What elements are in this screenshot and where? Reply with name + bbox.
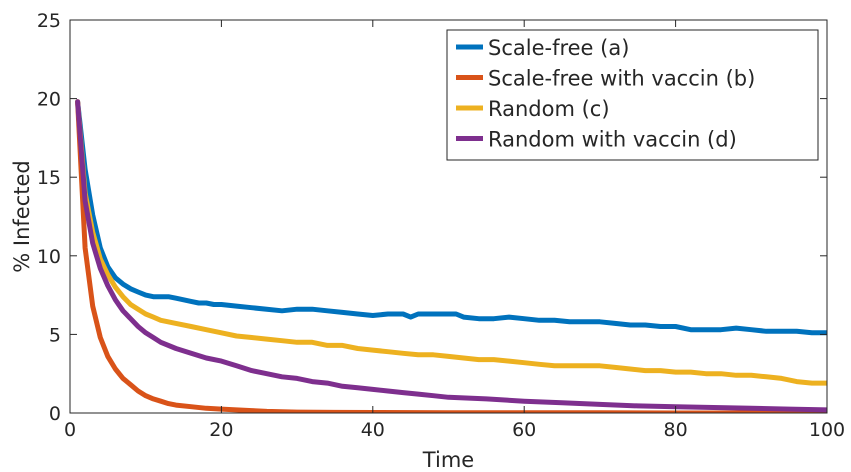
plot-frame: [69, 19, 828, 414]
y-tick-label: 5: [49, 324, 61, 346]
y-tick-label: 20: [37, 89, 61, 111]
y-axis-label: % Infected: [10, 160, 34, 272]
x-tick-label: 0: [64, 419, 76, 441]
legend-label-3: Random (c): [488, 97, 610, 121]
legend-box: [446, 29, 819, 161]
legend-label-2: Scale-free with vaccin (b): [488, 67, 755, 91]
legend-label-4: Random with vaccin (d): [488, 128, 737, 152]
axis-ticks: 0 20 40 60 80 100 0 5 10 15 20 25: [37, 10, 845, 441]
x-tick-label: 20: [209, 419, 233, 441]
x-axis-label: Time: [422, 448, 474, 472]
legend: Scale-free (a) Scale-free with vaccin (b)…: [446, 29, 819, 161]
y-tick-label: 0: [49, 403, 61, 425]
x-tick-label: 40: [361, 419, 385, 441]
series-line-1: [75, 99, 827, 336]
legend-label-1: Scale-free (a): [488, 36, 629, 60]
x-tick-label: 100: [809, 419, 845, 441]
x-tick-label: 60: [512, 419, 536, 441]
y-tick-label: 15: [37, 167, 61, 189]
x-tick-label: 80: [664, 419, 688, 441]
series-line-4: [75, 99, 827, 413]
y-tick-label: 25: [37, 10, 61, 32]
y-tick-label: 10: [37, 246, 61, 268]
series-line-3: [75, 99, 827, 386]
series-layer: [75, 99, 827, 413]
